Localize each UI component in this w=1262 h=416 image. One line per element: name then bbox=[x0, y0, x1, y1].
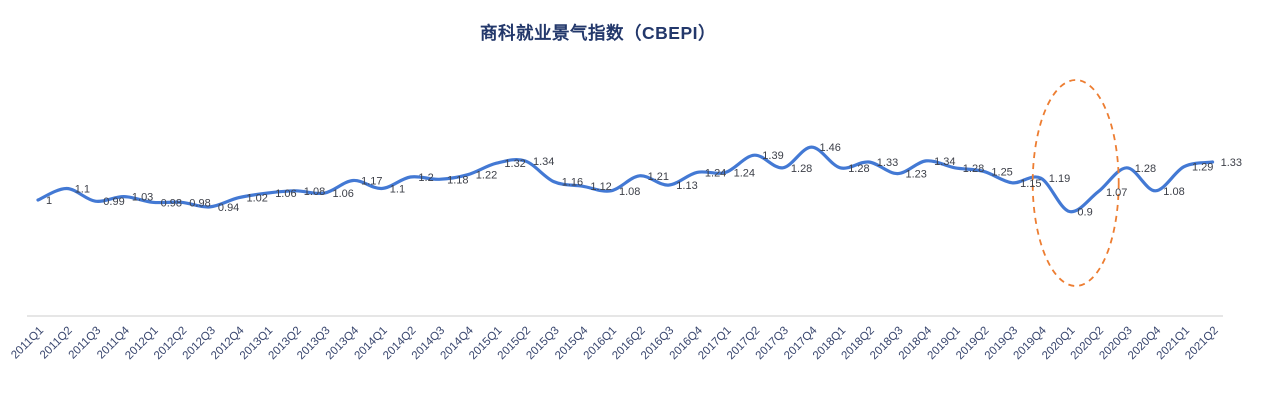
data-label: 1.07 bbox=[1106, 187, 1127, 199]
data-label: 1.24 bbox=[734, 167, 755, 179]
data-label: 0.99 bbox=[103, 196, 124, 208]
data-label: 1.12 bbox=[590, 181, 611, 193]
data-label: 1.46 bbox=[820, 142, 841, 154]
highlight-ellipse bbox=[1031, 79, 1120, 287]
data-label: 1.34 bbox=[934, 156, 955, 168]
data-label: 1.24 bbox=[705, 167, 726, 179]
data-label: 1.03 bbox=[132, 192, 153, 204]
data-label: 1.39 bbox=[762, 150, 783, 162]
data-label: 1.15 bbox=[1020, 178, 1041, 190]
data-label: 1.22 bbox=[476, 170, 497, 182]
data-label: 1.18 bbox=[447, 174, 468, 186]
data-label: 1.06 bbox=[275, 188, 296, 200]
data-label: 1.34 bbox=[533, 156, 554, 168]
data-label: 1.17 bbox=[361, 176, 382, 188]
data-label: 0.98 bbox=[189, 197, 210, 209]
data-label: 1 bbox=[46, 195, 52, 207]
data-label: 1.28 bbox=[963, 163, 984, 175]
data-label: 1.19 bbox=[1049, 173, 1070, 185]
data-label: 1.23 bbox=[906, 169, 927, 181]
data-label: 0.9 bbox=[1077, 207, 1092, 219]
data-label: 1.33 bbox=[877, 157, 898, 169]
data-label: 1.21 bbox=[648, 171, 669, 183]
data-label: 1.32 bbox=[504, 158, 525, 170]
data-label: 1.02 bbox=[247, 193, 268, 205]
data-label: 1.1 bbox=[390, 184, 405, 196]
data-label: 1.29 bbox=[1192, 162, 1213, 174]
data-label: 1.25 bbox=[991, 166, 1012, 178]
data-label: 1.13 bbox=[676, 180, 697, 192]
cbepi-series-line bbox=[36, 145, 1215, 214]
data-label: 1.08 bbox=[304, 186, 325, 198]
data-label: 1.33 bbox=[1221, 157, 1242, 169]
data-label: 0.98 bbox=[161, 197, 182, 209]
chart-title: 商科就业景气指数（CBEPI） bbox=[480, 23, 716, 43]
data-label: 1.28 bbox=[848, 163, 869, 175]
data-label: 1.28 bbox=[791, 163, 812, 175]
data-label: 1.06 bbox=[333, 188, 354, 200]
data-label: 1.08 bbox=[619, 186, 640, 198]
data-label: 1.16 bbox=[562, 177, 583, 189]
data-label: 1.28 bbox=[1135, 163, 1156, 175]
data-label: 0.94 bbox=[218, 202, 239, 214]
data-label: 1.2 bbox=[418, 172, 433, 184]
data-label: 1.08 bbox=[1163, 186, 1184, 198]
data-label: 1.1 bbox=[75, 184, 90, 196]
